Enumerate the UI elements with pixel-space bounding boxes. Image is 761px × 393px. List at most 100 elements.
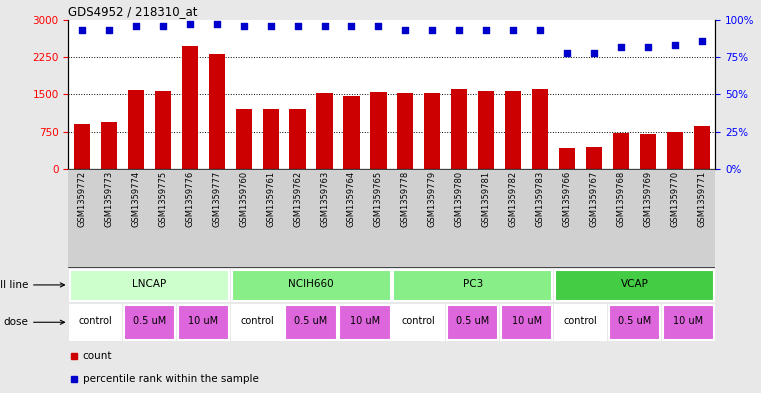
Text: GSM1359770: GSM1359770 xyxy=(670,171,680,227)
Text: PC3: PC3 xyxy=(463,279,483,289)
Text: GSM1359771: GSM1359771 xyxy=(697,171,706,227)
Point xyxy=(291,22,304,29)
Text: 0.5 uM: 0.5 uM xyxy=(132,316,166,327)
Bar xyxy=(100,122,117,169)
Bar xyxy=(339,305,390,340)
Bar xyxy=(663,305,714,340)
Text: GSM1359768: GSM1359768 xyxy=(616,171,626,227)
Text: GSM1359763: GSM1359763 xyxy=(320,171,329,227)
Point xyxy=(507,27,519,33)
Point xyxy=(318,22,330,29)
Point xyxy=(237,22,250,29)
Bar xyxy=(640,134,656,169)
Text: cell line: cell line xyxy=(0,280,65,290)
Text: NCIH660: NCIH660 xyxy=(288,279,334,289)
Text: 10 uM: 10 uM xyxy=(511,316,542,327)
Text: count: count xyxy=(83,351,112,361)
Point xyxy=(157,22,169,29)
Point xyxy=(642,43,654,50)
Bar xyxy=(209,55,224,169)
Point xyxy=(345,22,358,29)
Bar xyxy=(393,270,552,301)
Bar xyxy=(555,270,714,301)
Text: GSM1359774: GSM1359774 xyxy=(132,171,140,227)
Bar xyxy=(559,148,575,169)
Bar xyxy=(555,305,607,340)
Text: GSM1359764: GSM1359764 xyxy=(347,171,356,227)
Text: GSM1359775: GSM1359775 xyxy=(158,171,167,227)
Bar xyxy=(613,133,629,169)
Text: GSM1359781: GSM1359781 xyxy=(482,171,491,227)
Point xyxy=(183,21,196,27)
Text: GSM1359779: GSM1359779 xyxy=(428,171,437,227)
Bar xyxy=(424,93,441,169)
Bar xyxy=(231,270,390,301)
Point xyxy=(400,27,412,33)
Text: 10 uM: 10 uM xyxy=(188,316,218,327)
Point xyxy=(615,43,627,50)
Point xyxy=(534,27,546,33)
Bar xyxy=(236,109,252,169)
Text: control: control xyxy=(402,316,436,327)
Bar xyxy=(505,91,521,169)
Bar xyxy=(154,91,171,169)
Point xyxy=(669,42,681,48)
Text: GSM1359778: GSM1359778 xyxy=(401,171,410,227)
Bar xyxy=(128,90,144,169)
Bar xyxy=(397,93,413,169)
Point xyxy=(372,22,384,29)
Text: dose: dose xyxy=(3,317,65,327)
Text: GSM1359776: GSM1359776 xyxy=(185,171,194,227)
Text: GSM1359761: GSM1359761 xyxy=(266,171,275,227)
Text: GSM1359765: GSM1359765 xyxy=(374,171,383,227)
Bar xyxy=(263,109,279,169)
Text: 10 uM: 10 uM xyxy=(350,316,380,327)
Bar xyxy=(182,46,198,169)
Bar xyxy=(393,305,444,340)
Bar xyxy=(532,89,548,169)
Bar xyxy=(177,305,229,340)
Bar xyxy=(478,91,495,169)
Text: GDS4952 / 218310_at: GDS4952 / 218310_at xyxy=(68,6,198,18)
Text: GSM1359780: GSM1359780 xyxy=(455,171,463,227)
Point xyxy=(76,27,88,33)
Bar xyxy=(285,305,336,340)
Text: 0.5 uM: 0.5 uM xyxy=(456,316,489,327)
Bar xyxy=(70,305,121,340)
Text: 0.5 uM: 0.5 uM xyxy=(295,316,328,327)
Point xyxy=(696,37,708,44)
Text: VCAP: VCAP xyxy=(620,279,648,289)
Text: GSM1359766: GSM1359766 xyxy=(562,171,572,227)
Bar xyxy=(667,132,683,169)
Point xyxy=(103,27,115,33)
Text: control: control xyxy=(240,316,274,327)
Text: GSM1359783: GSM1359783 xyxy=(536,171,545,227)
Point xyxy=(480,27,492,33)
Text: control: control xyxy=(564,316,597,327)
Point xyxy=(211,21,223,27)
Bar xyxy=(609,305,660,340)
Point xyxy=(588,50,600,56)
Bar xyxy=(371,92,387,169)
Bar xyxy=(289,109,306,169)
Text: LNCAP: LNCAP xyxy=(132,279,167,289)
Bar xyxy=(501,305,552,340)
Bar xyxy=(343,96,359,169)
Bar xyxy=(317,93,333,169)
Text: control: control xyxy=(78,316,113,327)
Text: GSM1359773: GSM1359773 xyxy=(104,171,113,227)
Text: 10 uM: 10 uM xyxy=(673,316,703,327)
Bar xyxy=(447,305,498,340)
Bar xyxy=(451,89,467,169)
Bar xyxy=(70,270,229,301)
Text: GSM1359762: GSM1359762 xyxy=(293,171,302,227)
Point xyxy=(561,50,573,56)
Text: percentile rank within the sample: percentile rank within the sample xyxy=(83,374,259,384)
Text: GSM1359777: GSM1359777 xyxy=(212,171,221,227)
Point xyxy=(130,22,142,29)
Text: GSM1359782: GSM1359782 xyxy=(508,171,517,227)
Bar xyxy=(74,124,90,169)
Bar xyxy=(694,126,710,169)
Bar xyxy=(586,147,602,169)
Text: GSM1359772: GSM1359772 xyxy=(78,171,87,227)
